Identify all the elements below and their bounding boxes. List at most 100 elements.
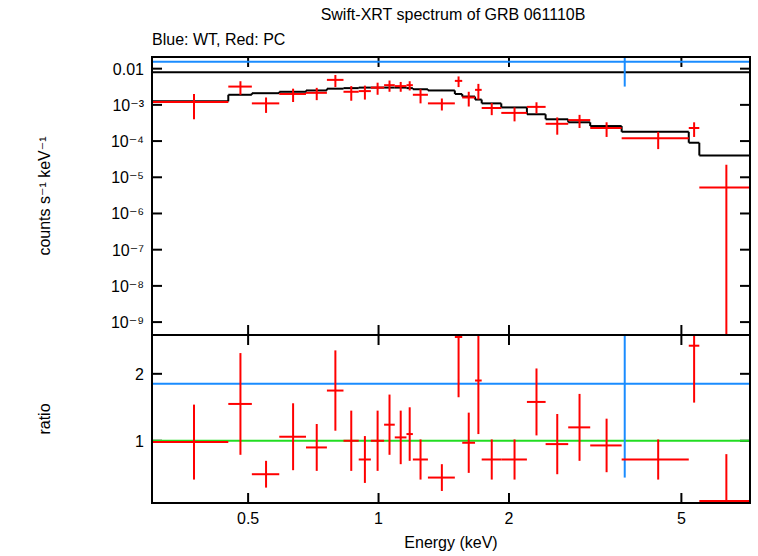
x-tick-label: 2 (505, 510, 514, 527)
error-bar (535, 102, 537, 113)
error-bar (606, 122, 608, 137)
y-tick (740, 176, 750, 178)
model-riser (698, 143, 700, 156)
x-tick (378, 325, 380, 335)
error-bar (468, 92, 470, 107)
model-step (152, 100, 228, 102)
error-bar (316, 424, 318, 471)
error-bar (389, 81, 391, 92)
y-tick (152, 68, 162, 70)
error-bar (458, 335, 460, 397)
error-bar (556, 117, 558, 134)
y-tick-label: 2 (135, 366, 144, 383)
error-bar (420, 439, 422, 479)
error-bar (409, 81, 411, 90)
x-tick (508, 335, 510, 345)
error-bar (400, 411, 402, 465)
error-bar (316, 88, 318, 100)
data-bin (152, 61, 750, 63)
y-axis-label: ratio (36, 403, 53, 434)
error-bar (606, 419, 608, 473)
error-bar (334, 350, 336, 430)
error-bar (420, 89, 422, 103)
x-axis-label: Energy (keV) (404, 534, 497, 551)
y-tick-label: 0.01 (113, 61, 144, 78)
y-tick (152, 140, 162, 142)
error-bar (441, 464, 443, 491)
error-bar (725, 454, 727, 503)
data-bin (699, 187, 750, 189)
chart: 0.0110⁻³10⁻⁴10⁻⁵10⁻⁶10⁻⁷10⁻⁸10⁻⁹Swift-XR… (0, 0, 758, 556)
x-tick-label: 1 (374, 510, 383, 527)
x-tick (508, 325, 510, 335)
y-tick (152, 285, 162, 287)
y-tick-label: 1 (135, 433, 144, 450)
error-bar (364, 86, 366, 100)
error-bar (624, 335, 626, 478)
error-bar (556, 414, 558, 474)
y-tick-label: 10⁻³ (112, 97, 144, 114)
x-tick (247, 325, 249, 335)
error-bar (514, 107, 516, 121)
y-tick (740, 249, 750, 251)
plot-area (152, 57, 750, 335)
y-tick-label: 10⁻⁴ (111, 133, 144, 150)
error-bar (657, 439, 659, 479)
data-bin (699, 500, 750, 502)
data-bin (622, 458, 689, 460)
error-bar (292, 89, 294, 102)
y-tick (152, 176, 162, 178)
y-tick-label: 10⁻⁹ (111, 314, 144, 331)
error-bar (265, 461, 267, 488)
x-tick (680, 335, 682, 345)
error-bar (389, 395, 391, 455)
model-step (327, 88, 344, 90)
error-bar (400, 82, 402, 92)
error-bar (239, 353, 241, 455)
y-tick (152, 373, 162, 375)
data-bin (152, 383, 750, 385)
frame (152, 335, 750, 503)
y-tick-label: 10⁻⁶ (111, 205, 144, 222)
error-bar (579, 115, 581, 128)
x-tick (247, 493, 249, 503)
error-bar (468, 413, 470, 473)
x-tick (378, 493, 380, 503)
error-bar (193, 405, 195, 480)
error-bar (579, 394, 581, 461)
y-tick (740, 68, 750, 70)
error-bar (292, 403, 294, 470)
reference-line (152, 440, 750, 442)
model-step (252, 92, 279, 94)
error-bar (725, 165, 727, 335)
error-bar (334, 75, 336, 87)
subtitle: Blue: WT, Red: PC (152, 31, 285, 48)
x-tick (680, 493, 682, 503)
x-tick-label: 5 (677, 510, 686, 527)
x-tick-label: 0.5 (237, 510, 259, 527)
x-tick (680, 325, 682, 335)
y-tick (740, 373, 750, 375)
y-tick (740, 321, 750, 323)
model-step (699, 154, 750, 156)
error-bar (693, 122, 695, 137)
error-bar (265, 97, 267, 112)
y-tick (740, 212, 750, 214)
error-bar (377, 411, 379, 471)
data-bin (152, 101, 228, 103)
frame (152, 57, 750, 335)
error-bar (193, 94, 195, 119)
y-tick (740, 285, 750, 287)
error-bar (624, 57, 626, 87)
y-tick (152, 104, 162, 106)
model-step (622, 131, 689, 133)
data-bin (622, 137, 689, 139)
y-axis-label: counts s⁻¹ keV⁻¹ (36, 136, 53, 255)
error-bar (409, 407, 411, 461)
error-bar (491, 439, 493, 479)
title: Swift-XRT spectrum of GRB 061110B (321, 6, 586, 23)
error-bar (514, 439, 516, 479)
y-tick (152, 212, 162, 214)
y-tick-label: 10⁻⁵ (111, 169, 144, 186)
model-step (455, 93, 462, 95)
